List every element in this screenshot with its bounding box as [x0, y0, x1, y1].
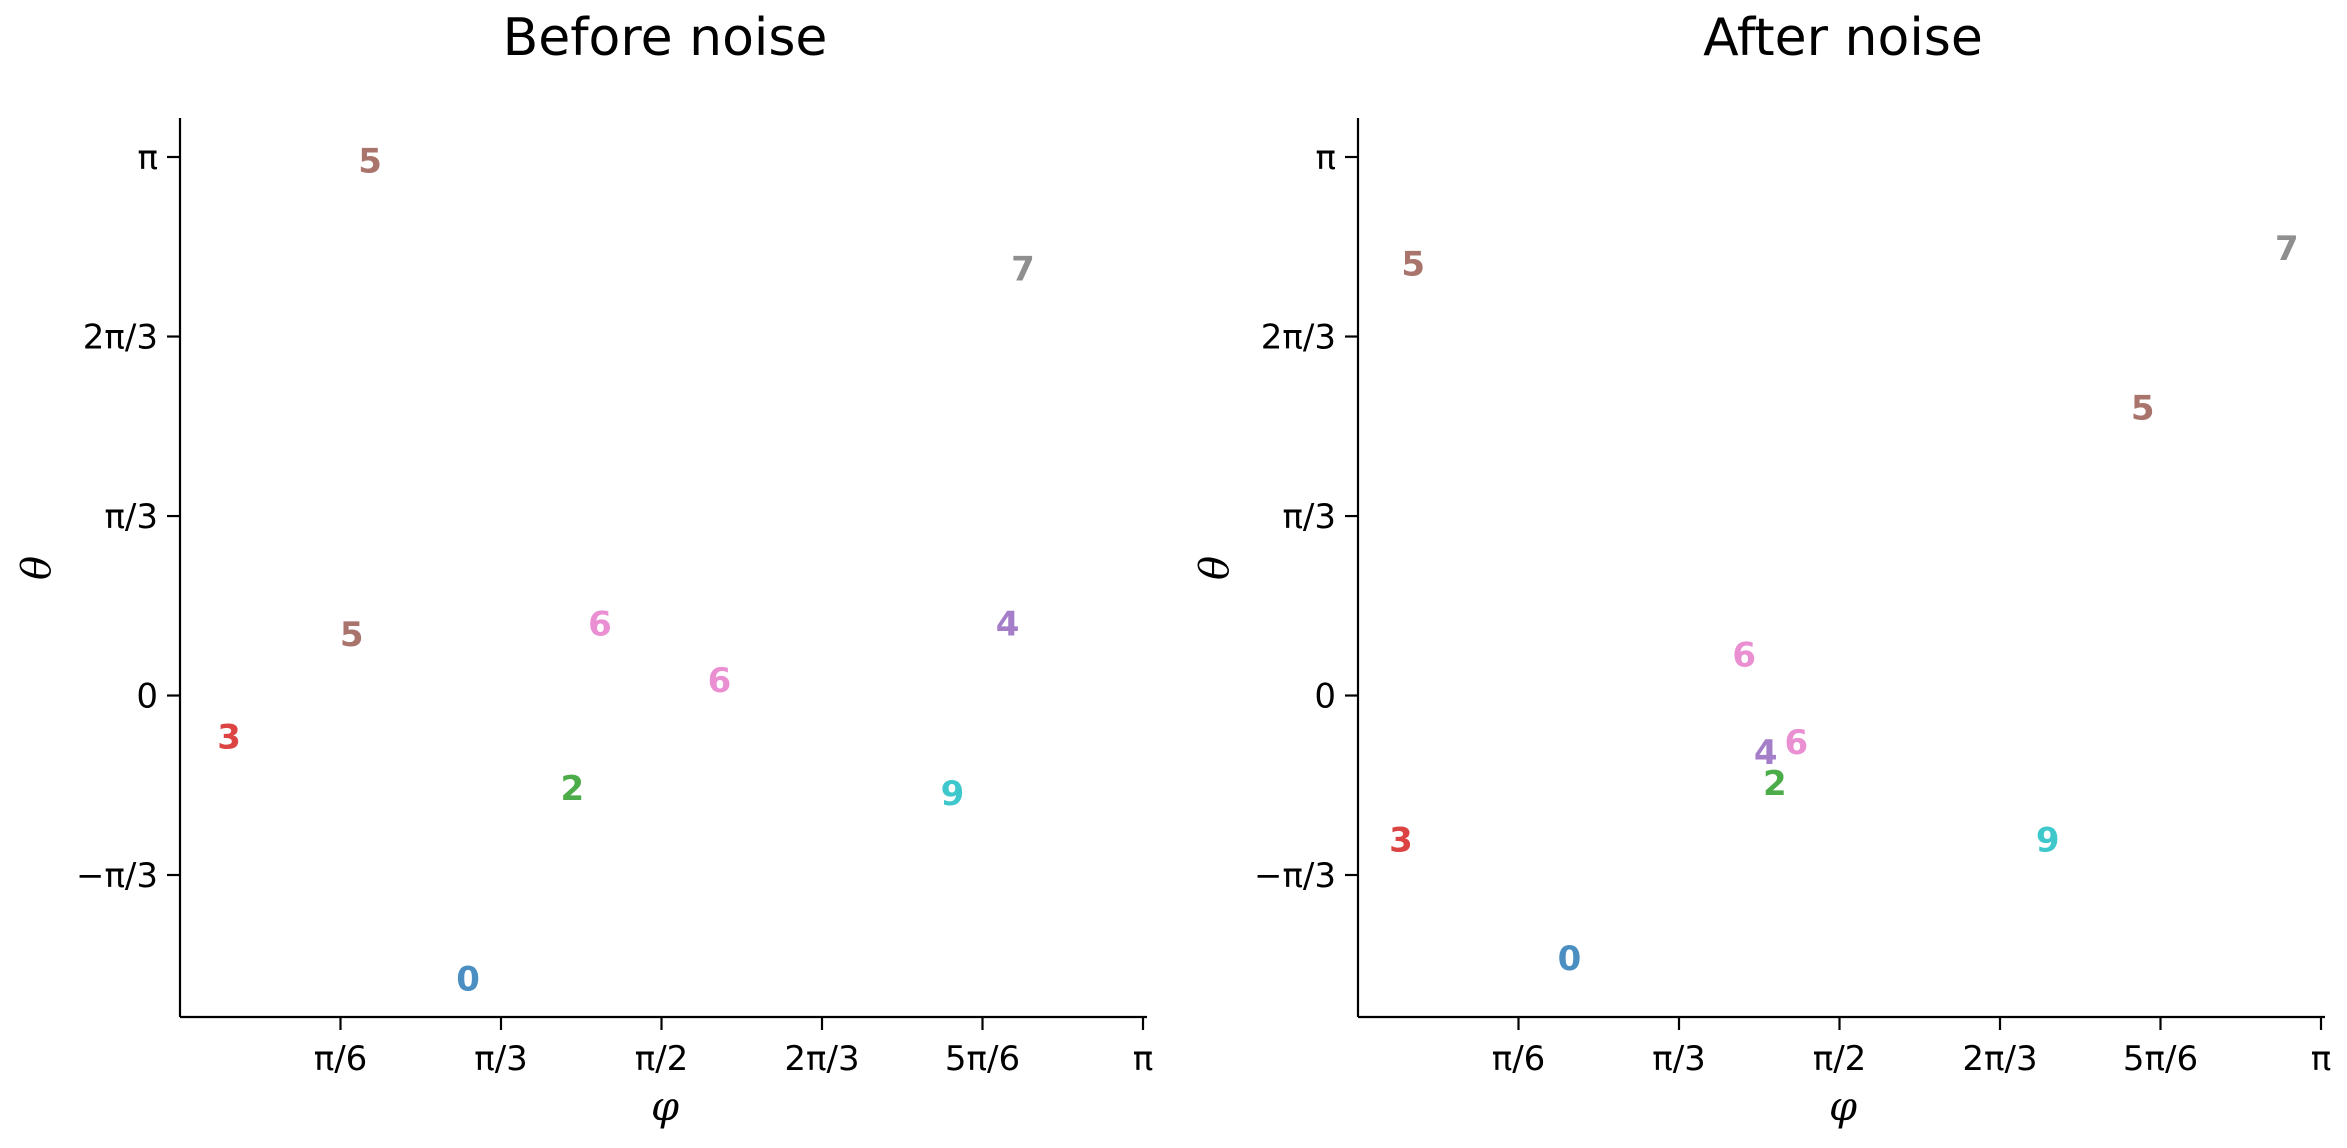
x-tick-label: π/6	[1492, 1039, 1546, 1079]
y-tick-label: 0	[1314, 677, 1336, 717]
x-tick-label: π/2	[635, 1039, 689, 1079]
y-ticks: π 2π/3 π/3 0 −π/3	[1254, 138, 1358, 896]
data-point-9: 9	[2036, 821, 2060, 861]
panel-title: After noise	[1703, 8, 1983, 68]
x-ticks: π/6 π/3 π/2 2π/3 5π/6 π	[1492, 1017, 2331, 1079]
data-point-6: 6	[1732, 635, 1756, 675]
y-tick-label: 0	[136, 677, 158, 717]
x-tick-label: 5π/6	[945, 1039, 1020, 1079]
data-points: 5 7 5 6 6 4 3 2 9 0	[217, 142, 1035, 1000]
x-tick-label: 2π/3	[784, 1039, 859, 1079]
x-axis-label: φ	[1829, 1084, 1857, 1130]
y-tick-label: π/3	[104, 497, 158, 537]
y-tick-label: π/3	[1282, 497, 1336, 537]
data-point-4: 4	[996, 605, 1020, 645]
data-point-4: 4	[1754, 733, 1778, 773]
y-tick-label: −π/3	[1254, 856, 1336, 896]
x-tick-label: π	[1133, 1039, 1153, 1079]
data-point-2: 2	[561, 769, 585, 809]
data-point-3: 3	[1389, 821, 1413, 861]
y-tick-label: π	[1316, 138, 1336, 178]
y-ticks: π 2π/3 π/3 0 −π/3	[76, 138, 180, 896]
y-tick-label: π	[138, 138, 158, 178]
panel-after-noise: After noise π/6 π/3 π/2 2π/3 5π/6 π π 2π/3 π/3 0…	[1192, 8, 2331, 1130]
data-point-3: 3	[217, 718, 241, 758]
data-point-5: 5	[358, 142, 382, 182]
x-tick-label: 5π/6	[2123, 1039, 2198, 1079]
data-point-5: 5	[340, 615, 364, 655]
data-point-5: 5	[1401, 245, 1425, 285]
data-point-7: 7	[1011, 250, 1035, 290]
x-tick-label: π/3	[474, 1039, 528, 1079]
y-tick-label: 2π/3	[1261, 318, 1336, 358]
data-point-2: 2	[1763, 764, 1787, 804]
data-point-0: 0	[456, 959, 480, 999]
y-axis-label: θ	[1192, 556, 1238, 580]
x-ticks: π/6 π/3 π/2 2π/3 5π/6 π	[314, 1017, 1153, 1079]
panel-title: Before noise	[503, 8, 828, 68]
data-point-6: 6	[588, 605, 612, 645]
x-tick-label: 2π/3	[1962, 1039, 2037, 1079]
data-point-6: 6	[708, 661, 732, 701]
data-point-7: 7	[2275, 229, 2299, 269]
x-tick-label: π/2	[1813, 1039, 1867, 1079]
data-point-9: 9	[941, 774, 965, 814]
x-tick-label: π	[2311, 1039, 2331, 1079]
data-point-5: 5	[2131, 389, 2155, 429]
x-tick-label: π/6	[314, 1039, 368, 1079]
data-point-6: 6	[1785, 723, 1809, 763]
y-axis-label: θ	[14, 556, 60, 580]
y-tick-label: 2π/3	[83, 318, 158, 358]
data-point-0: 0	[1558, 939, 1582, 979]
x-tick-label: π/3	[1652, 1039, 1706, 1079]
y-tick-label: −π/3	[76, 856, 158, 896]
panel-before-noise: Before noise π/6 π/3 π/2 2π/3 5π/6 π π 2π/3 π/3…	[14, 8, 1153, 1130]
x-axis-label: φ	[651, 1084, 679, 1130]
